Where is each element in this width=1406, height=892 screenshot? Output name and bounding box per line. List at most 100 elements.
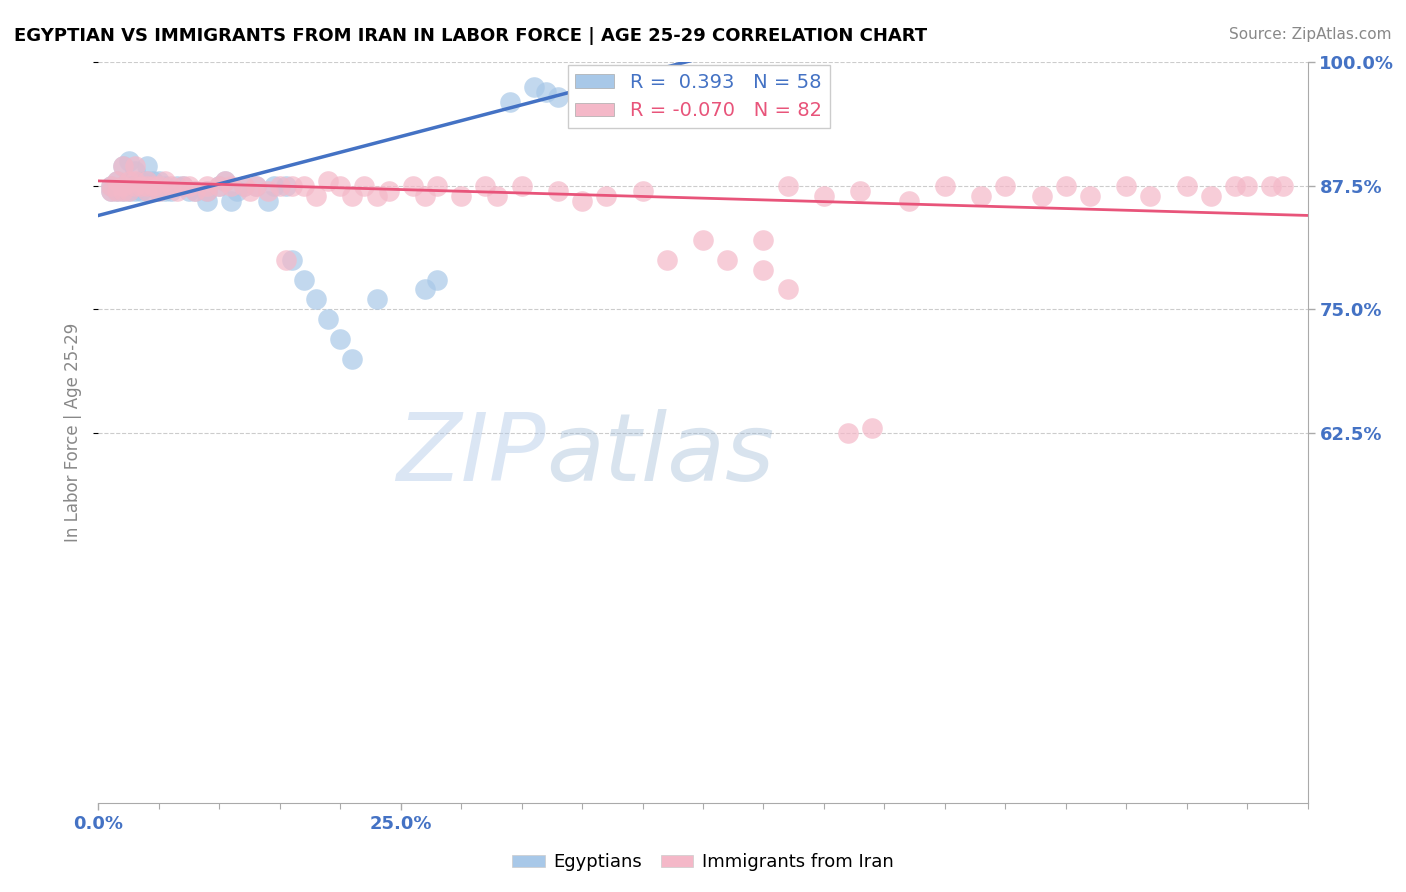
Point [135, 184, 157, 198]
Point [716, 252, 738, 267]
Point [256, 194, 278, 208]
Point [571, 85, 593, 99]
Point [426, 272, 449, 286]
Point [142, 178, 165, 193]
Point [124, 174, 146, 188]
Point [1115, 178, 1137, 193]
Point [166, 184, 188, 198]
Point [860, 420, 883, 434]
Point [474, 178, 496, 193]
Point [402, 178, 425, 193]
Point [124, 178, 146, 193]
Point [129, 174, 152, 188]
Point [1272, 178, 1295, 193]
Point [208, 178, 231, 193]
Point [245, 178, 267, 193]
Point [366, 293, 388, 307]
Point [752, 233, 775, 247]
Point [118, 154, 141, 169]
Point [450, 188, 472, 202]
Point [1175, 178, 1198, 193]
Point [245, 178, 267, 193]
Point [292, 178, 315, 193]
Text: EGYPTIAN VS IMMIGRANTS FROM IRAN IN LABOR FORCE | AGE 25-29 CORRELATION CHART: EGYPTIAN VS IMMIGRANTS FROM IRAN IN LABO… [14, 27, 927, 45]
Point [1199, 188, 1222, 202]
Point [607, 80, 630, 95]
Point [547, 90, 569, 104]
Point [377, 184, 399, 198]
Point [595, 188, 617, 202]
Point [510, 178, 533, 193]
Point [366, 188, 388, 202]
Point [153, 174, 176, 188]
Point [148, 184, 170, 198]
Point [100, 178, 122, 193]
Point [135, 184, 157, 198]
Point [135, 178, 157, 193]
Point [1139, 188, 1161, 202]
Point [153, 184, 176, 198]
Point [595, 85, 617, 99]
Point [195, 178, 218, 193]
Point [221, 178, 243, 193]
Point [135, 178, 157, 193]
Point [142, 174, 165, 188]
Point [148, 184, 170, 198]
Point [837, 425, 859, 440]
Point [329, 178, 352, 193]
Point [813, 188, 835, 202]
Point [342, 351, 364, 366]
Point [776, 283, 799, 297]
Point [148, 174, 170, 188]
Point [214, 174, 236, 188]
Point [1054, 178, 1077, 193]
Point [776, 178, 799, 193]
Point [135, 174, 157, 188]
Point [105, 184, 128, 198]
Point [281, 178, 304, 193]
Point [124, 178, 146, 193]
Point [208, 178, 231, 193]
Point [111, 184, 134, 198]
Point [111, 178, 134, 193]
Point [160, 184, 183, 198]
Point [498, 95, 520, 109]
Point [571, 194, 593, 208]
Point [1236, 178, 1258, 193]
Point [184, 184, 207, 198]
Point [111, 178, 134, 193]
Point [124, 184, 146, 198]
Point [534, 85, 557, 99]
Point [274, 178, 297, 193]
Point [135, 159, 157, 173]
Point [1223, 178, 1246, 193]
Point [124, 164, 146, 178]
Point [934, 178, 956, 193]
Point [118, 184, 141, 198]
Text: Source: ZipAtlas.com: Source: ZipAtlas.com [1229, 27, 1392, 42]
Point [292, 272, 315, 286]
Point [195, 184, 218, 198]
Point [305, 188, 328, 202]
Point [232, 178, 254, 193]
Point [160, 178, 183, 193]
Point [342, 188, 364, 202]
Point [118, 174, 141, 188]
Point [619, 80, 641, 95]
Point [849, 184, 872, 198]
Legend: R =  0.393   N = 58, R = -0.070   N = 82: R = 0.393 N = 58, R = -0.070 N = 82 [568, 65, 830, 128]
Point [256, 184, 278, 198]
Point [118, 184, 141, 198]
Point [655, 252, 678, 267]
Point [105, 184, 128, 198]
Point [172, 178, 194, 193]
Point [970, 188, 993, 202]
Point [195, 184, 218, 198]
Point [316, 174, 339, 188]
Point [195, 194, 218, 208]
Point [124, 159, 146, 173]
Point [897, 194, 920, 208]
Point [316, 312, 339, 326]
Point [426, 178, 449, 193]
Point [129, 184, 152, 198]
